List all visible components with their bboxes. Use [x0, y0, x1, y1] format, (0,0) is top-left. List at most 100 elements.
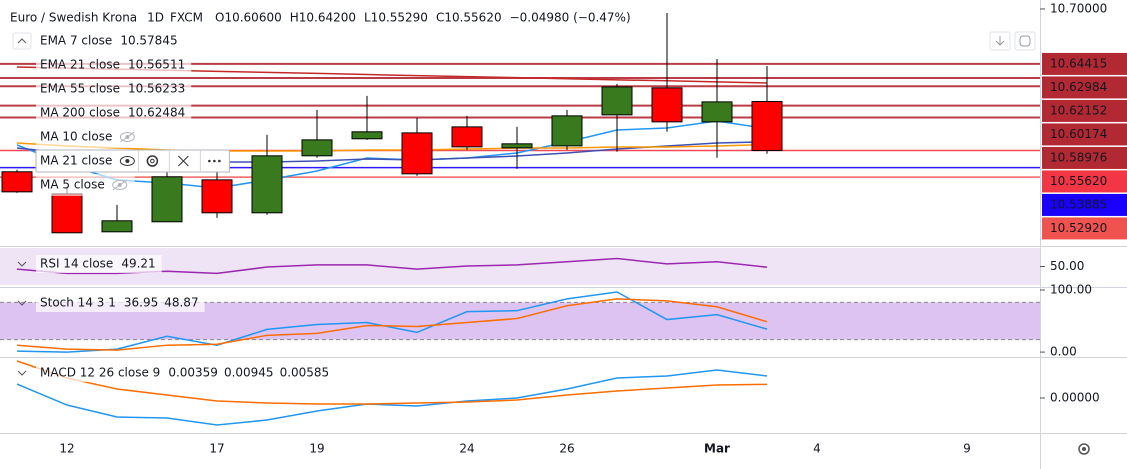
candle-body: [101, 220, 133, 233]
legend-name: MA 5 close: [40, 178, 105, 192]
high: H10.64200: [290, 11, 356, 25]
legend-value: 10.57845: [120, 34, 177, 48]
legend-name: EMA 21 close: [40, 58, 120, 72]
chevron-icon[interactable]: [17, 300, 27, 306]
legend-value: 0.00945: [224, 366, 274, 380]
candle-body: [501, 143, 533, 149]
eye-icon: [112, 180, 128, 190]
legend-value: 10.56233: [128, 82, 185, 96]
collapse-button[interactable]: [12, 32, 32, 50]
candle-body: [701, 101, 733, 123]
visibility-button[interactable]: [119, 131, 135, 143]
price-tag-label: 10.58976: [1050, 150, 1107, 164]
legend-name: EMA 7 close: [40, 34, 112, 48]
legend-row-bg: [36, 32, 184, 50]
y-tick-label: 10.70000: [1050, 1, 1107, 15]
legend-value: 0.00585: [280, 366, 330, 380]
price-tag-label: 10.53885: [1050, 197, 1107, 211]
y-tick-label: 100.00: [1050, 282, 1092, 296]
legend-row-bg: [36, 56, 192, 74]
series-line: [16, 291, 768, 353]
down-arrow-icon: [995, 36, 1005, 46]
legend-name: MA 21 close: [40, 154, 112, 168]
gear-icon: [146, 155, 159, 167]
interval: 1D: [147, 11, 164, 25]
price-tag-label: 10.62152: [1050, 103, 1107, 117]
symbol: Euro / Swedish Krona: [10, 11, 137, 25]
series-line: [16, 142, 768, 152]
visibility-button[interactable]: [112, 179, 128, 191]
series-line: [16, 298, 768, 351]
legend-name: MA 200 close: [40, 106, 120, 120]
visibility-button[interactable]: [119, 156, 135, 166]
eye-slash: [112, 179, 128, 191]
candle-body: [301, 139, 333, 157]
eye-slash: [120, 131, 135, 143]
x-tick-label: 26: [559, 442, 574, 456]
pane-line: RSI 14 close 49.21: [0, 248, 1040, 285]
price-tag: [1042, 52, 1127, 75]
series-line: [16, 360, 768, 405]
x-tick-label: 19: [309, 442, 324, 456]
eye-icon: [119, 156, 135, 166]
legend-value: 10.62484: [128, 106, 185, 120]
chevron-icon[interactable]: [17, 370, 27, 376]
legend-name: EMA 55 close: [40, 82, 120, 96]
chevron-icon: [17, 38, 27, 44]
x-tick-label: 12: [59, 442, 74, 456]
more-button[interactable]: [208, 159, 221, 163]
candle-body: [201, 179, 233, 214]
x-tick-label: 9: [963, 442, 971, 456]
eye-icon: [119, 132, 135, 142]
top-right-buttons[interactable]: [989, 31, 1036, 51]
eye-pupil: [125, 159, 130, 163]
x-tick-label: 17: [209, 442, 224, 456]
legend-row-bg: [36, 294, 205, 312]
price-tag: [1042, 193, 1127, 216]
candle-body: [251, 155, 283, 214]
gear-center: [150, 158, 155, 164]
settings-button[interactable]: [146, 155, 159, 167]
settings-button[interactable]: [1078, 443, 1090, 455]
low: L10.55290: [364, 11, 428, 25]
price-tag: [1042, 99, 1127, 122]
y-tick-label: 50.00: [1050, 259, 1084, 273]
price-tag-label: 10.52920: [1050, 221, 1107, 235]
x-tick-label: 4: [813, 442, 821, 456]
candle-body: [451, 126, 483, 148]
reset-icon: [1019, 35, 1031, 47]
legend-row-bg: [36, 255, 162, 273]
legend-value: 36.95: [124, 296, 158, 310]
legend-title: Stoch 14 3 1: [40, 296, 116, 310]
legend-value: 0.00359: [168, 366, 218, 380]
legend-value: 10.56511: [128, 58, 185, 72]
candle-body: [1, 171, 33, 193]
change: −0.04980 (−0.47%): [510, 11, 631, 25]
y-tick-label: 0.00000: [1050, 391, 1100, 405]
price-tag: [1042, 170, 1127, 193]
pane-line: Stoch 14 3 1 36.95 48.87: [0, 291, 1040, 353]
legend-row-bg: [36, 80, 192, 98]
candle-body: [751, 100, 783, 152]
legend-row-bg: [36, 174, 135, 196]
gear-icon: [1078, 443, 1090, 455]
remove-button[interactable]: [178, 155, 189, 167]
price-tag: [1042, 217, 1127, 240]
reset-button[interactable]: [1014, 31, 1036, 51]
dot-icon: [208, 159, 211, 163]
legend-row-hover[interactable]: [35, 149, 230, 173]
price-tag-label: 10.62984: [1050, 80, 1107, 94]
gear-center: [1082, 447, 1086, 451]
dot-icon: [213, 159, 216, 163]
band: [0, 248, 1040, 285]
candle-body: [551, 115, 583, 147]
x-tick-label: Mar: [704, 442, 730, 456]
legend-title: RSI 14 close: [40, 257, 113, 271]
chevron-icon[interactable]: [17, 261, 27, 267]
legend-title: MACD 12 26 close 9: [40, 366, 160, 380]
header-bg: [0, 6, 650, 30]
legend-row-bg: [36, 364, 336, 382]
pane-line: MACD 12 26 close 9 0.00359 0.00945 0.00585: [16, 360, 768, 426]
